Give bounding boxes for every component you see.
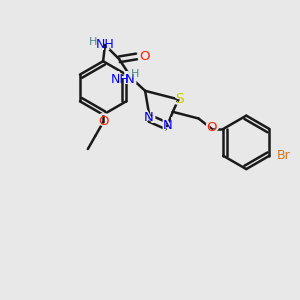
Text: H: H [89, 37, 98, 47]
Text: NH: NH [90, 36, 120, 54]
Text: NH: NH [96, 38, 114, 52]
Text: N: N [125, 73, 135, 86]
Text: O: O [98, 115, 108, 128]
Text: N: N [160, 116, 175, 134]
Text: O: O [95, 112, 111, 130]
Text: N: N [163, 119, 173, 132]
Text: O: O [204, 118, 220, 136]
Text: N: N [122, 70, 137, 88]
Text: Br: Br [277, 149, 291, 162]
Text: O: O [207, 121, 217, 134]
Text: S: S [173, 90, 186, 109]
Text: N: N [141, 109, 156, 127]
Text: NH: NH [111, 73, 130, 86]
Text: NH: NH [100, 70, 130, 88]
Text: S: S [175, 92, 184, 106]
Text: H: H [128, 66, 141, 81]
Text: H: H [87, 34, 100, 50]
Text: O: O [139, 50, 149, 63]
Text: H: H [130, 69, 139, 79]
Text: Br: Br [277, 147, 299, 165]
Text: N: N [144, 111, 154, 124]
Text: O: O [136, 47, 152, 65]
